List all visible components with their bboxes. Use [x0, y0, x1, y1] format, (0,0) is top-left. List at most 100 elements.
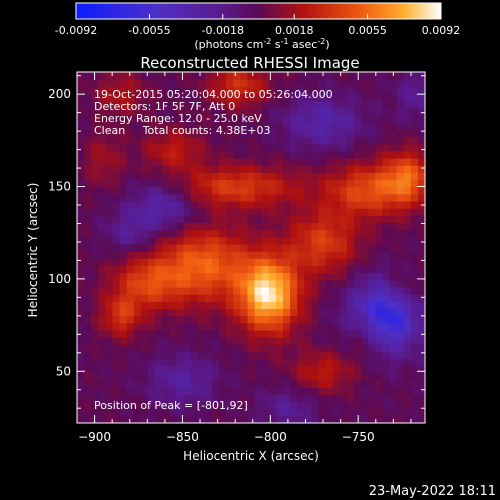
heatmap-cell — [197, 337, 206, 345]
heatmap-cell — [240, 143, 249, 152]
heatmap-cell — [325, 286, 334, 295]
heatmap-cell — [77, 136, 85, 145]
heatmap-cell — [396, 136, 405, 145]
heatmap-cell — [247, 358, 256, 367]
heatmap-cell — [183, 358, 192, 367]
heatmap-cell — [361, 380, 369, 388]
heatmap-cell — [98, 93, 107, 102]
heatmap-cell — [105, 236, 114, 245]
heatmap-cell — [204, 344, 213, 352]
heatmap-cell — [226, 380, 234, 388]
heatmap-cell — [211, 143, 220, 152]
heatmap-cell — [346, 86, 355, 95]
heatmap-cell — [417, 150, 425, 159]
heatmap-cell — [332, 107, 341, 116]
heatmap-cell — [84, 337, 92, 345]
heatmap-cell — [105, 200, 114, 209]
heatmap-cell — [297, 243, 305, 252]
heatmap-cell — [410, 100, 419, 109]
heatmap-cell — [268, 193, 277, 202]
heatmap-cell — [204, 186, 213, 195]
heatmap-cell — [98, 265, 107, 274]
heatmap-cell — [112, 136, 121, 145]
heatmap-cell — [112, 279, 121, 288]
heatmap-cell — [112, 229, 121, 238]
heatmap-cell — [261, 100, 270, 109]
heatmap-cell — [361, 79, 369, 87]
heatmap-cell — [105, 222, 114, 231]
heatmap-cell — [410, 179, 419, 188]
heatmap-cell — [268, 200, 277, 209]
peak-position-label: Position of Peak = [-801,92] — [94, 399, 248, 412]
heatmap-cell — [410, 322, 419, 331]
heatmap-cell — [84, 415, 92, 423]
heatmap-cell — [261, 315, 270, 324]
heatmap-cell — [112, 265, 121, 274]
heatmap-cell — [332, 165, 341, 173]
heatmap-cell — [162, 165, 170, 173]
heatmap-cell — [382, 186, 391, 195]
heatmap-cell — [133, 208, 142, 216]
heatmap-cell — [297, 93, 305, 102]
heatmap-cell — [126, 193, 135, 202]
heatmap-cell — [325, 387, 334, 395]
heatmap-cell — [346, 215, 355, 224]
heatmap-cell — [346, 365, 355, 374]
heatmap-cell — [417, 165, 425, 173]
heatmap-cell — [290, 172, 298, 181]
heatmap-cell — [77, 351, 85, 360]
heatmap-cell — [375, 122, 383, 130]
heatmap-cell — [91, 79, 99, 87]
heatmap-cell — [155, 114, 163, 123]
heatmap-cell — [275, 322, 284, 331]
heatmap-cell — [361, 265, 369, 274]
heatmap-cell — [155, 294, 163, 302]
heatmap-cell — [119, 415, 128, 423]
heatmap-cell — [353, 179, 362, 188]
heatmap-cell — [77, 79, 85, 87]
heatmap-cell — [361, 157, 369, 166]
heatmap-cell — [311, 193, 320, 202]
heatmap-cell — [268, 408, 277, 417]
heatmap-cell — [368, 387, 376, 395]
heatmap-cell — [211, 129, 220, 138]
x-tick-label: −900 — [78, 430, 111, 444]
heatmap-cell — [403, 372, 412, 381]
heatmap-cell — [126, 401, 135, 410]
heatmap-cell — [197, 408, 206, 417]
heatmap-cell — [155, 286, 163, 295]
heatmap-cell — [268, 236, 277, 245]
heatmap-cell — [282, 93, 291, 102]
heatmap-cell — [91, 215, 99, 224]
heatmap-cell — [148, 337, 156, 345]
heatmap-cell — [375, 229, 383, 238]
heatmap-cell — [282, 157, 291, 166]
heatmap-cell — [325, 301, 334, 309]
heatmap-cell — [148, 351, 156, 360]
heatmap-cell — [140, 107, 149, 116]
heatmap-cell — [268, 394, 277, 403]
heatmap-cell — [389, 329, 398, 338]
heatmap-cell — [183, 401, 192, 410]
heatmap-cell — [211, 236, 220, 245]
heatmap-cell — [240, 136, 249, 145]
heatmap-cell — [240, 279, 249, 288]
heatmap-cell — [297, 193, 305, 202]
heatmap-cell — [389, 308, 398, 317]
heatmap-cell — [204, 294, 213, 302]
heatmap-cell — [148, 208, 156, 216]
heatmap-cell — [332, 93, 341, 102]
heatmap-cell — [361, 122, 369, 130]
heatmap-cell — [325, 114, 334, 123]
heatmap-cell — [254, 358, 263, 367]
heatmap-cell — [304, 243, 312, 252]
heatmap-cell — [197, 279, 206, 288]
heatmap-cell — [84, 308, 92, 317]
heatmap-cell — [226, 344, 234, 352]
heatmap-cell — [119, 72, 128, 80]
heatmap-cell — [339, 337, 348, 345]
heatmap-cell — [282, 265, 291, 274]
heatmap-cell — [84, 150, 92, 159]
heatmap-cell — [98, 222, 107, 231]
heatmap-cell — [91, 208, 99, 216]
